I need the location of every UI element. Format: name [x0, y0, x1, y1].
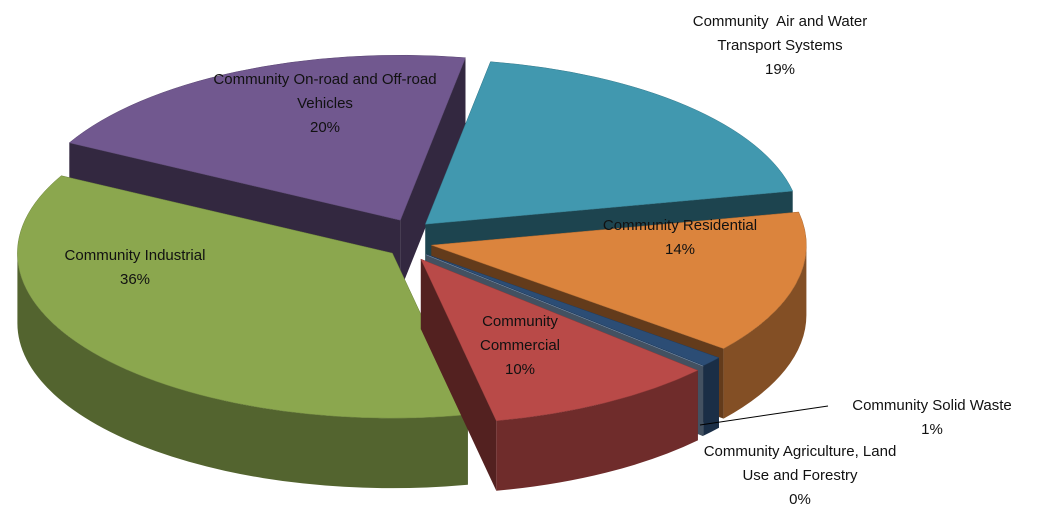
- slice-label: Community Solid Waste 1%: [812, 394, 1037, 442]
- slice-label: Community Air and Water Transport System…: [680, 10, 880, 82]
- value-label: 14%: [664, 241, 696, 258]
- value-label: 19%: [764, 61, 796, 78]
- slice: [420, 258, 699, 422]
- category-label: Community Commercial: [479, 313, 563, 354]
- category-label: Community On-road and Off-road Vehicles: [213, 71, 441, 112]
- category-label: Community Solid Waste: [852, 397, 1012, 414]
- slice-wall: [17, 253, 468, 489]
- slice-label: Community Residential 14%: [560, 214, 800, 262]
- slice-side: [420, 259, 497, 491]
- category-label: Community Air and Water Transport System…: [692, 13, 872, 54]
- slice-side: [400, 57, 466, 291]
- value-label: 36%: [119, 271, 151, 288]
- slice: [431, 211, 807, 349]
- category-label: Community Agriculture, Land Use and Fore…: [703, 443, 901, 484]
- leader-line: [699, 405, 829, 426]
- slice: [426, 254, 704, 367]
- value-label: 10%: [504, 361, 536, 378]
- slice-label: Community Commercial 10%: [465, 310, 575, 382]
- slice: [17, 175, 469, 419]
- slice-label: Community Industrial 36%: [15, 244, 255, 292]
- slice: [424, 61, 794, 225]
- slice-label: Community On-road and Off-road Vehicles 2…: [210, 68, 440, 140]
- slice: [68, 54, 466, 221]
- value-label: 20%: [309, 119, 341, 136]
- value-label: 0%: [789, 491, 811, 508]
- category-label: Community Residential: [602, 217, 758, 234]
- value-label: 1%: [921, 421, 943, 438]
- slice-label: Community Agriculture, Land Use and Fore…: [695, 440, 905, 508]
- slice-wall: [496, 370, 698, 491]
- slice-wall: [703, 357, 719, 436]
- slice-wall: [723, 245, 807, 419]
- slice: [426, 254, 720, 366]
- category-label: Community Industrial: [64, 247, 206, 264]
